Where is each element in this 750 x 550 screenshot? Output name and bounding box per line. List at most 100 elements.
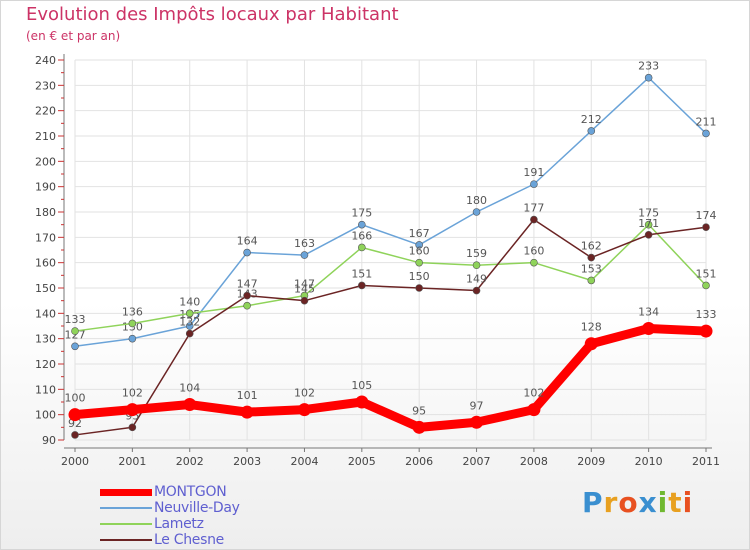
data-label: 162	[581, 240, 602, 253]
data-point	[240, 405, 254, 419]
data-point	[702, 129, 710, 138]
data-point	[71, 431, 79, 439]
data-point	[415, 241, 423, 249]
data-label: 164	[237, 235, 258, 248]
x-tick-label: 2008	[520, 455, 548, 468]
logo-letter: r	[603, 486, 619, 519]
data-point	[125, 403, 139, 417]
data-label: 128	[581, 321, 602, 334]
logo-letter: t	[668, 486, 683, 519]
data-label: 145	[294, 283, 315, 296]
data-label: 149	[466, 273, 487, 286]
series-line-lametz	[74, 223, 707, 332]
data-label: 133	[65, 313, 86, 326]
data-point	[644, 220, 653, 229]
data-label: 211	[696, 115, 717, 128]
x-tick-label: 2007	[463, 455, 491, 468]
data-point	[412, 420, 426, 434]
data-label: 102	[294, 387, 315, 400]
data-label: 159	[466, 247, 487, 260]
logo-letter: i	[682, 486, 694, 519]
y-tick-label: 230	[35, 79, 56, 92]
data-point	[185, 322, 194, 330]
data-point	[587, 127, 596, 135]
data-point	[415, 284, 423, 292]
y-tick-label: 100	[35, 409, 56, 422]
y-tick-label: 140	[35, 307, 56, 320]
proxiti-logo: Proxiti	[582, 486, 693, 519]
data-point	[355, 395, 369, 409]
legend: MONTGON Neuville-Day Lametz Le Chesne	[100, 484, 240, 548]
data-label: 102	[122, 387, 143, 400]
legend-label-le-chesne: Le Chesne	[154, 532, 224, 548]
data-point	[702, 223, 710, 231]
legend-swatch-lametz	[100, 523, 152, 525]
data-point	[358, 243, 366, 252]
data-point	[644, 231, 653, 239]
x-tick-label: 2005	[348, 455, 376, 468]
chart-subtitle: (en € et par an)	[26, 29, 121, 43]
data-point	[358, 281, 366, 290]
grid-lines	[74, 59, 707, 441]
data-point	[472, 286, 481, 295]
legend-swatch-le-chesne	[100, 539, 152, 541]
data-point	[297, 403, 311, 417]
data-point	[300, 296, 309, 305]
y-tick-label: 160	[35, 257, 56, 270]
x-tick-label: 2002	[176, 455, 204, 468]
data-label: 134	[638, 306, 659, 319]
data-label: 177	[523, 202, 544, 215]
data-point	[128, 423, 137, 432]
data-point	[702, 281, 710, 290]
x-tick-label: 2011	[692, 455, 720, 468]
data-label: 150	[409, 270, 430, 283]
data-label: 151	[351, 267, 372, 280]
data-point	[584, 337, 598, 351]
data-label: 102	[523, 387, 544, 400]
chart-title: Evolution des Impôts locaux par Habitant	[26, 4, 399, 25]
data-point	[243, 291, 251, 300]
data-label: 101	[237, 389, 258, 402]
data-point	[472, 261, 481, 270]
logo-letter: x	[638, 486, 658, 519]
data-point	[243, 301, 251, 310]
y-tick-label: 200	[35, 155, 56, 168]
data-label: 160	[523, 245, 544, 258]
data-point	[530, 258, 538, 267]
data-point	[699, 324, 713, 338]
series-line-le-chesne	[74, 218, 707, 436]
data-label: 166	[351, 229, 372, 242]
y-tick-label: 240	[35, 54, 56, 67]
logo-letter: o	[618, 486, 639, 519]
data-label: 133	[696, 308, 717, 321]
legend-item-montgon[interactable]: MONTGON	[100, 484, 240, 500]
data-point	[530, 215, 538, 224]
data-label: 167	[409, 227, 430, 240]
x-tick-label: 2004	[290, 455, 318, 468]
x-tick-label: 2001	[118, 455, 146, 468]
data-label: 174	[696, 209, 717, 222]
legend-item-lametz[interactable]: Lametz	[100, 516, 240, 532]
legend-item-le-chesne[interactable]: Le Chesne	[100, 532, 240, 548]
y-tick-label: 210	[35, 130, 56, 143]
data-point	[642, 322, 656, 336]
data-point	[587, 276, 596, 285]
data-label: 175	[351, 207, 372, 220]
data-label: 132	[179, 316, 200, 329]
data-label: 92	[68, 417, 82, 430]
data-label: 136	[122, 305, 143, 318]
data-label: 104	[179, 382, 200, 395]
legend-label-neuville-day: Neuville-Day	[154, 500, 240, 516]
data-point	[185, 329, 194, 338]
data-label: 100	[65, 392, 86, 405]
data-point	[128, 334, 137, 343]
data-label: 175	[638, 207, 659, 220]
x-tick-label: 2003	[233, 455, 261, 468]
data-point	[358, 220, 366, 229]
data-point	[183, 398, 197, 412]
x-tick-label: 2006	[405, 455, 433, 468]
legend-item-neuville-day[interactable]: Neuville-Day	[100, 500, 240, 516]
data-point	[470, 415, 484, 429]
